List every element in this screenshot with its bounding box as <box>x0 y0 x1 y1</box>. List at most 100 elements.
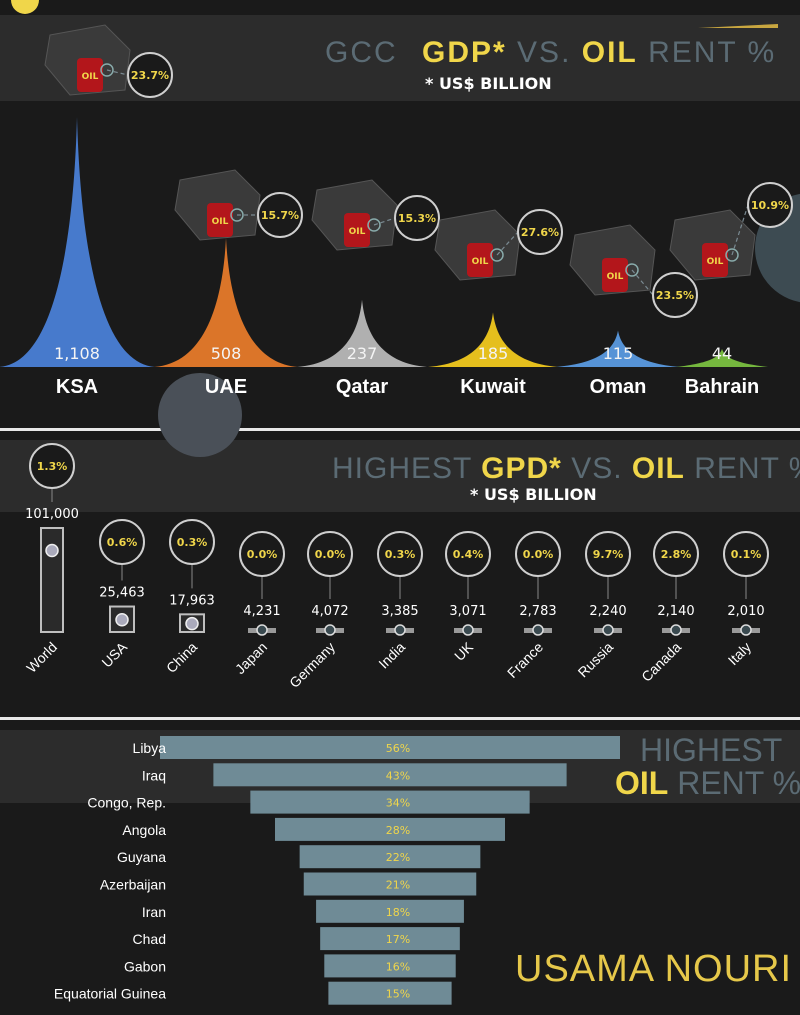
gdp-column-dot <box>45 543 59 558</box>
gdp-column-dot <box>602 624 614 636</box>
gcc-title-vs: VS. <box>517 36 572 69</box>
oil-rent-bar-label: 18% <box>386 906 410 919</box>
signature: USAMA NOURI <box>515 948 793 990</box>
oil-barrel-label: OIL <box>212 217 229 227</box>
country-label: France <box>504 639 546 681</box>
country-label: Iraq <box>142 767 166 783</box>
oil-rent-badge <box>29 443 75 489</box>
country-label: USA <box>98 638 130 670</box>
country-label: World <box>23 639 60 676</box>
decorative-circle <box>11 0 39 14</box>
oil-rent-bar-label: 16% <box>386 960 410 973</box>
oil-rent-bar-label: 56% <box>386 742 410 755</box>
gdp-value-label: 2,010 <box>727 604 764 619</box>
oil-rent-value: 0.3% <box>177 536 208 549</box>
country-label: Germany <box>286 639 338 691</box>
country-label: Gabon <box>124 958 166 974</box>
oil-rent-bar <box>275 817 505 841</box>
country-label: China <box>163 639 200 676</box>
oil-rent-badge <box>239 531 285 577</box>
oil-rent-value: 23.5% <box>656 289 694 302</box>
gdp-value-label: 3,071 <box>449 604 486 619</box>
oil-rent-badge <box>653 531 699 577</box>
oilrent-title-line1: HIGHEST <box>640 732 783 768</box>
oil-rent-value: 15.7% <box>261 209 299 222</box>
country-label: Canada <box>638 639 684 685</box>
oil-rent-value: 0.0% <box>523 548 554 561</box>
oil-barrel-icon <box>602 258 628 292</box>
oil-rent-bar-label: 43% <box>386 769 410 782</box>
oil-rent-bar <box>250 790 530 814</box>
oil-barrel-label: OIL <box>607 272 624 282</box>
oil-rent-bar <box>324 954 456 978</box>
oil-rent-value: 0.6% <box>107 536 138 549</box>
oil-rent-value: 9.7% <box>593 548 624 561</box>
gdp-value-label: 115 <box>603 344 634 363</box>
highest-title-rent: RENT % <box>694 452 800 485</box>
oil-rent-bar <box>320 927 460 951</box>
country-label: India <box>375 639 408 672</box>
gdp-column-dot <box>462 624 474 636</box>
country-label: Chad <box>133 931 166 947</box>
gdp-peak-kuwait <box>428 312 558 367</box>
gdp-value-label: 508 <box>211 344 242 363</box>
gcc-title-oil: OIL <box>581 36 638 69</box>
gdp-value-label: 4,072 <box>311 604 348 619</box>
country-label: Angola <box>122 822 166 838</box>
gdp-column <box>40 527 64 633</box>
gdp-peak-bahrain <box>676 349 768 367</box>
connector-line <box>496 231 519 256</box>
oil-rent-badge <box>257 192 303 238</box>
oil-rent-badge <box>517 209 563 255</box>
gdp-value-label: 4,231 <box>243 604 280 619</box>
oil-barrel-icon <box>77 58 103 92</box>
oil-rent-badge <box>394 195 440 241</box>
country-label: Guyana <box>117 849 166 865</box>
gdp-value-label: 2,240 <box>589 604 626 619</box>
oil-rent-badge <box>585 531 631 577</box>
gdp-column-dot <box>740 624 752 636</box>
oil-rent-badge <box>377 531 423 577</box>
gdp-value-label: 237 <box>347 344 378 363</box>
country-label: Kuwait <box>460 376 526 398</box>
connector-line <box>373 217 396 226</box>
gdp-value-label: 17,963 <box>169 593 215 608</box>
oil-rent-value: 0.4% <box>453 548 484 561</box>
gcc-subtitle: * US$ BILLION <box>425 74 552 93</box>
gdp-value-label: 101,000 <box>25 507 79 522</box>
oil-rent-bar-label: 28% <box>386 824 410 837</box>
gcc-title: GCC GDP* VS. OIL RENT % <box>325 36 776 70</box>
highest-title-gpd: GPD* <box>481 452 562 485</box>
oilrent-title-rent: RENT % <box>677 765 800 801</box>
oil-barrel-icon <box>702 243 728 277</box>
gdp-column-dot <box>256 624 268 636</box>
oil-rent-value: 2.8% <box>661 548 692 561</box>
gdp-value-label: 2,783 <box>519 604 556 619</box>
gdp-column-dot <box>394 624 406 636</box>
country-label: Libya <box>133 740 167 756</box>
oil-rent-bar-label: 21% <box>386 879 410 892</box>
oil-rent-value: 1.3% <box>37 460 68 473</box>
gdp-peak-ksa <box>0 117 155 367</box>
oil-rent-bar-label: 22% <box>386 851 410 864</box>
country-label: UK <box>451 638 477 664</box>
gdp-value-label: 185 <box>478 344 509 363</box>
oil-rent-value: 15.3% <box>398 212 436 225</box>
oil-barrel-icon <box>467 243 493 277</box>
oil-barrel-label: OIL <box>472 257 489 267</box>
highest-title-band <box>0 440 800 512</box>
country-label: Iran <box>142 904 166 920</box>
oil-rent-bar <box>328 981 452 1005</box>
separator-1 <box>0 428 800 431</box>
oilrent-title-line2: OIL RENT % <box>615 767 800 800</box>
connector-dot <box>230 208 244 222</box>
gdp-peak-oman <box>556 330 680 367</box>
country-label: Qatar <box>336 376 388 398</box>
oil-barrel-icon <box>207 203 233 237</box>
gdp-column-dot <box>324 624 336 636</box>
oil-rent-value: 0.3% <box>385 548 416 561</box>
oil-rent-value: 0.0% <box>247 548 278 561</box>
oil-barrel-label: OIL <box>349 227 366 237</box>
highest-title-word: HIGHEST <box>332 452 472 485</box>
